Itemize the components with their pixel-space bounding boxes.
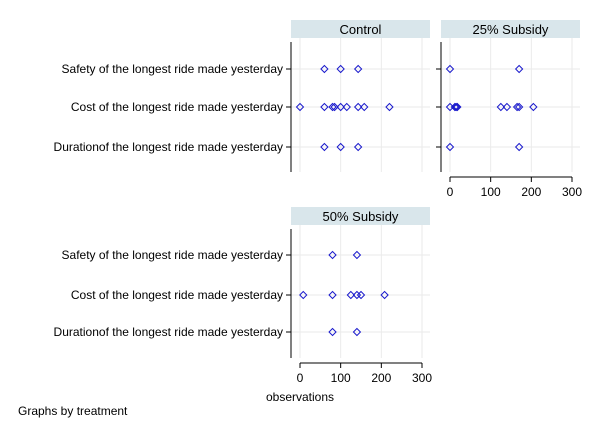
panel-title: 50% Subsidy: [323, 209, 399, 224]
data-point-marker: [451, 102, 461, 112]
data-point-marker: [346, 290, 356, 300]
data-point-marker: [353, 142, 363, 152]
data-point-marker: [320, 102, 329, 112]
data-point-marker: [330, 102, 339, 112]
data-point-marker: [353, 64, 363, 74]
x-tick-label: 300: [562, 185, 582, 199]
data-point-marker: [385, 102, 394, 112]
data-point-marker: [502, 102, 512, 112]
x-tick-label: 0: [297, 371, 304, 385]
data-point-marker: [353, 102, 363, 112]
data-point-marker: [320, 64, 329, 74]
y-tick-label: Cost of the longest ride made yesterday: [71, 288, 283, 302]
graphs-by-note: Graphs by treatment: [18, 404, 128, 418]
x-tick-label: 0: [447, 185, 454, 199]
data-point-marker: [328, 290, 337, 300]
data-point-marker: [356, 290, 366, 300]
data-point-marker: [360, 102, 369, 112]
data-point-marker: [352, 327, 362, 337]
y-tick-label: Cost of the longest ride made yesterday: [71, 100, 283, 114]
data-point-marker: [450, 102, 460, 112]
x-axis-label: observations: [266, 390, 334, 404]
panel-title: Control: [340, 22, 382, 37]
data-point-marker: [342, 102, 351, 112]
data-point-marker: [496, 102, 506, 112]
x-tick-label: 100: [331, 371, 351, 385]
data-point-marker: [295, 102, 305, 112]
panel-title-strip: [441, 20, 580, 38]
data-point-marker: [320, 142, 329, 152]
x-tick-label: 300: [412, 371, 432, 385]
data-point-marker: [328, 250, 337, 260]
data-point-marker: [328, 102, 337, 112]
data-point-marker: [514, 142, 524, 152]
data-point-marker: [328, 327, 337, 337]
data-point-marker: [514, 64, 524, 74]
y-tick-label: Safety of the longest ride made yesterda…: [62, 248, 283, 262]
x-tick-label: 200: [371, 371, 391, 385]
data-point-marker: [514, 102, 524, 112]
x-tick-label: 100: [481, 185, 501, 199]
panel-title-strip: [291, 207, 430, 225]
data-point-marker: [453, 102, 462, 112]
y-tick-label: Safety of the longest ride made yesterda…: [62, 62, 283, 76]
y-tick-label: Durationof the longest ride made yesterd…: [54, 140, 283, 154]
data-point-marker: [380, 290, 389, 300]
data-point-marker: [352, 250, 362, 260]
panel-title: 25% Subsidy: [473, 22, 549, 37]
data-point-marker: [445, 142, 455, 152]
data-point-marker: [529, 102, 538, 112]
data-point-marker: [299, 290, 308, 300]
data-point-marker: [336, 64, 345, 74]
data-point-marker: [445, 64, 455, 74]
x-tick-label: 200: [521, 185, 541, 199]
data-point-marker: [336, 102, 345, 112]
data-point-marker: [512, 102, 522, 112]
y-tick-label: Durationof the longest ride made yesterd…: [54, 325, 283, 339]
panel-title-strip: [291, 20, 430, 38]
data-point-marker: [336, 142, 345, 152]
